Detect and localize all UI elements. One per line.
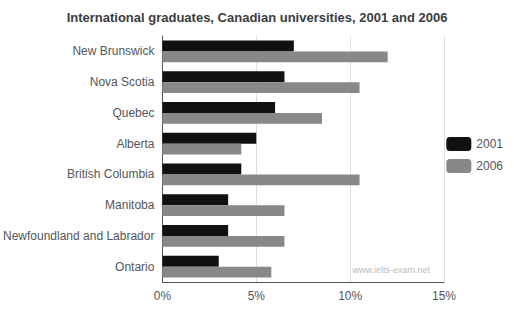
svg-text:5%: 5% bbox=[248, 289, 266, 303]
svg-text:15%: 15% bbox=[432, 289, 456, 303]
svg-text:Newfoundland and Labrador: Newfoundland and Labrador bbox=[3, 229, 154, 243]
svg-text:0%: 0% bbox=[154, 289, 172, 303]
svg-text:2001: 2001 bbox=[476, 137, 503, 151]
svg-text:New Brunswick: New Brunswick bbox=[72, 44, 155, 58]
svg-text:International graduates, Canad: International graduates, Canadian univer… bbox=[67, 10, 448, 25]
svg-text:10%: 10% bbox=[338, 289, 362, 303]
svg-text:2006: 2006 bbox=[476, 159, 503, 173]
svg-text:www.ielts-exam.net: www.ielts-exam.net bbox=[351, 265, 430, 275]
svg-text:Alberta: Alberta bbox=[116, 137, 154, 151]
svg-text:Nova Scotia: Nova Scotia bbox=[90, 75, 155, 89]
svg-text:Manitoba: Manitoba bbox=[105, 198, 155, 212]
svg-text:Ontario: Ontario bbox=[115, 260, 155, 274]
svg-text:Quebec: Quebec bbox=[112, 106, 154, 120]
svg-text:British Columbia: British Columbia bbox=[67, 167, 155, 181]
